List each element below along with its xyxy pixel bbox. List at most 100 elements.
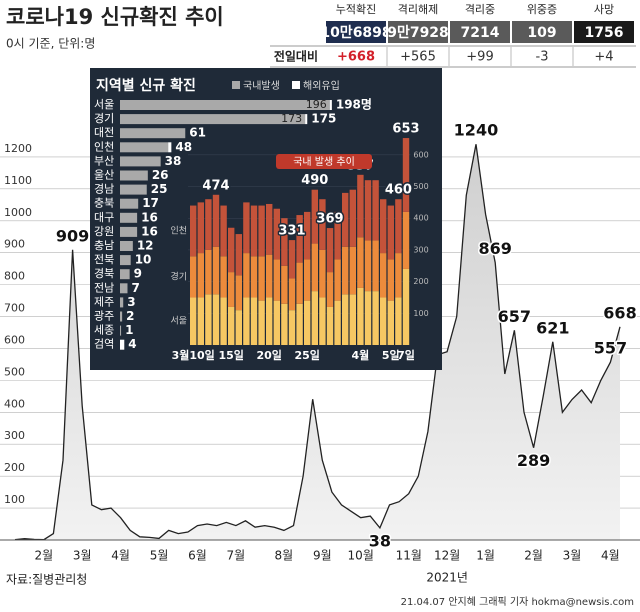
total-label: 9 [134, 267, 142, 281]
bar-segment [190, 205, 197, 257]
bar-segment [311, 243, 318, 292]
year-label: 2021년 [426, 571, 468, 585]
summary-header: 위중증 [527, 3, 557, 16]
y-tick-label: 400 [4, 397, 25, 410]
x-tick-label: 2월 [34, 549, 53, 563]
y-tick-label: 700 [4, 302, 25, 315]
value-label: 1240 [454, 121, 499, 140]
total-label: 175 [311, 112, 336, 126]
bar-segment [197, 202, 204, 254]
bar [120, 184, 147, 195]
bar-segment [395, 253, 402, 298]
summary-delta: +4 [594, 50, 613, 65]
bar-segment [212, 246, 220, 295]
bar-segment [402, 138, 410, 212]
y-tick-label: 100 [4, 493, 25, 506]
bar-segment [212, 194, 220, 247]
bar-segment [334, 259, 341, 301]
summary-header: 격리해제 [398, 2, 438, 16]
bar-segment [364, 291, 372, 345]
bar-segment [273, 259, 280, 301]
bar [120, 241, 133, 251]
bar-segment [357, 287, 364, 345]
bar [120, 170, 148, 181]
bar-segment [334, 211, 341, 260]
source: 자료:질병관리청 [6, 573, 87, 587]
bar-segment [243, 297, 250, 345]
header: 코로나19 신규확진 추이 0시 기준, 단위:명 자료:질병관리청 21.04… [6, 2, 636, 608]
x-tick-label: 4월 [111, 549, 130, 563]
bar-segment [402, 268, 410, 345]
bar-segment [372, 291, 379, 345]
value-label: 38 [369, 531, 391, 550]
bar-segment [266, 254, 273, 298]
y-tick-label: 800 [4, 270, 25, 283]
total-label: 369 [316, 212, 343, 227]
y-tick-label: 200 [4, 461, 25, 474]
bar-segment [197, 297, 204, 345]
x-tick-label: 7월 [227, 549, 246, 563]
bar-segment [372, 180, 379, 241]
stack-title: 국내 발생 추이 [293, 156, 355, 168]
bar-segment [402, 211, 410, 269]
x-tick-label: 12월 [434, 549, 460, 563]
summary-value: 1756 [585, 25, 624, 41]
bar [120, 325, 122, 336]
total-label: 61 [189, 126, 206, 140]
bar [120, 212, 138, 223]
total-label: 12 [137, 239, 154, 253]
y-tick-label: 500 [413, 182, 428, 191]
bar-segment [228, 227, 235, 273]
bar [329, 100, 332, 110]
value-label: 657 [498, 307, 531, 326]
x-tick-label: 8월 [275, 549, 294, 563]
bar-segment [288, 278, 296, 311]
bar-segment [319, 199, 326, 250]
summary-header: 누적확진 [336, 3, 376, 16]
summary-box [388, 21, 448, 43]
y-tick-label: 200 [413, 277, 428, 286]
summary-box [574, 21, 634, 43]
bar-segment [387, 300, 394, 345]
summary-value: 9만7928 [387, 25, 449, 41]
area [15, 144, 620, 540]
bar-segment [288, 310, 296, 345]
bar-segment [235, 310, 242, 345]
bar [120, 297, 124, 308]
bar-segment [296, 262, 303, 304]
bar [120, 114, 306, 125]
bar [120, 128, 186, 139]
bar-segment [304, 211, 311, 260]
chart-subtitle: 0시 기준, 단위:명 [6, 37, 95, 51]
total-label: 474 [202, 178, 229, 193]
bar-segment [281, 218, 288, 266]
summary-delta: +99 [466, 50, 493, 65]
region-label: 검역 [94, 338, 114, 351]
total-label: 490 [301, 173, 328, 188]
inset-title: 지역별 신규 확진 [96, 77, 196, 94]
bar-segment [273, 208, 280, 260]
bar [120, 269, 130, 280]
bar-segment [220, 256, 227, 298]
bar-segment [349, 246, 356, 295]
summary-header: 격리중 [465, 3, 495, 16]
value-label: 668 [603, 303, 636, 322]
region-label: 인천 [94, 139, 114, 153]
y-tick-label: 300 [413, 245, 428, 254]
total-label: 26 [152, 168, 169, 182]
bar-segment [395, 199, 402, 254]
total-label: 17 [142, 196, 159, 210]
total-label: 3 [127, 295, 135, 309]
x-tick-label: 4월 [601, 549, 620, 563]
bar-segment [228, 306, 235, 345]
region-label: 제주 [94, 295, 114, 308]
summary-box [512, 21, 572, 43]
value-label: 909 [56, 226, 89, 245]
legend-label: 국내발생 [243, 80, 280, 92]
value-label: 621 [536, 318, 569, 337]
bar-segment [326, 272, 334, 307]
bar-segment [197, 253, 204, 298]
region-label: 광주 [94, 310, 114, 323]
